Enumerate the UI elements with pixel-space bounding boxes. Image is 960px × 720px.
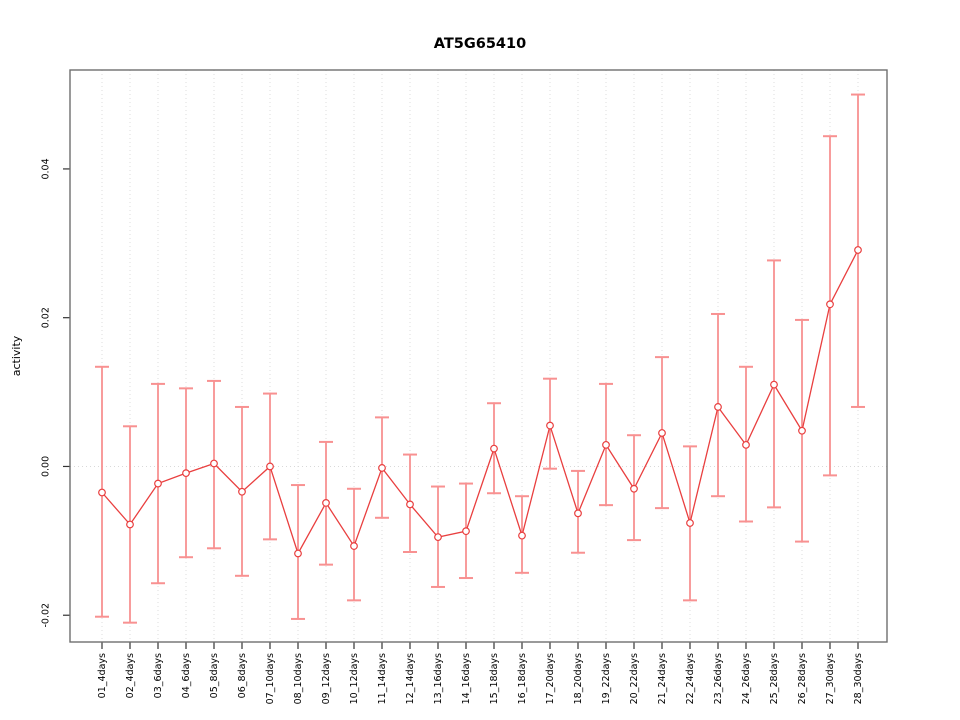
data-point: [546, 421, 554, 430]
data-point: [742, 440, 750, 449]
x-tick-label: 17_20days: [545, 653, 556, 704]
data-layer: [95, 93, 865, 624]
y-tick-label: -0.02: [41, 603, 52, 628]
x-tick-label: 28_30days: [853, 653, 864, 704]
data-point: [182, 469, 190, 478]
data-point: [350, 542, 358, 550]
data-point: [406, 500, 414, 509]
series-line: [101, 249, 859, 556]
x-tick-label: 21_24days: [657, 653, 668, 704]
x-tick-label: 09_12days: [321, 653, 332, 704]
data-point: [574, 509, 582, 518]
data-point: [266, 462, 274, 471]
data-point: [658, 429, 666, 437]
data-point: [854, 246, 862, 254]
data-point: [210, 459, 218, 468]
x-tick-label: 14_16days: [461, 653, 472, 704]
x-tick-label: 07_10days: [265, 653, 276, 704]
data-point: [238, 487, 246, 496]
x-tick-label: 04_6days: [181, 653, 192, 698]
x-tick-label: 19_22days: [601, 653, 612, 704]
x-tick-label: 11_14days: [377, 653, 388, 704]
y-tick-label: 0.02: [41, 307, 52, 328]
data-point: [294, 549, 302, 558]
x-tick-label: 20_22days: [629, 653, 640, 704]
x-tick-label: 15_18days: [489, 653, 500, 704]
data-point: [126, 520, 134, 529]
x-tick-label: 13_16days: [433, 653, 444, 704]
data-point: [154, 479, 162, 488]
x-tick-label: 03_6days: [153, 653, 164, 698]
data-point: [378, 464, 386, 472]
x-tick-label: 23_26days: [713, 653, 724, 704]
x-tick-label: 10_12days: [349, 653, 360, 704]
x-tick-label: 27_30days: [825, 653, 836, 704]
data-point: [770, 380, 778, 389]
x-tick-label: 18_20days: [573, 653, 584, 704]
data-point: [602, 440, 610, 449]
data-point: [630, 484, 638, 493]
y-axis-label: activity: [10, 335, 23, 376]
x-tick-label: 05_8days: [209, 653, 220, 698]
data-point: [98, 488, 106, 497]
data-point: [686, 519, 694, 527]
x-tick-label: 12_14days: [405, 653, 416, 704]
y-tick-label: 0.00: [41, 456, 52, 477]
x-tick-label: 01_4days: [97, 653, 108, 698]
plot-box: [69, 69, 888, 643]
chart-title: AT5G65410: [434, 36, 526, 52]
x-tick-label: 26_28days: [797, 653, 808, 704]
data-point: [322, 499, 330, 507]
x-tick-label: 08_10days: [293, 653, 304, 704]
x-tick-label: 22_24days: [685, 653, 696, 704]
data-point: [714, 403, 722, 411]
x-tick-label: 02_4days: [125, 653, 136, 698]
data-point: [434, 533, 442, 542]
data-point: [490, 444, 498, 453]
y-tick-label: 0.04: [41, 158, 52, 179]
data-point: [462, 527, 470, 536]
x-tick-label: 16_18days: [517, 653, 528, 704]
data-point: [518, 531, 526, 540]
data-point: [826, 300, 834, 309]
x-tick-label: 24_26days: [741, 653, 752, 704]
axis-layer: 01_4days 02_4days 03_6days 04_6days 05_8days…: [41, 69, 888, 704]
x-tick-label: 25_28days: [769, 653, 780, 704]
x-tick-label: 06_8days: [237, 653, 248, 698]
data-point: [798, 426, 806, 435]
